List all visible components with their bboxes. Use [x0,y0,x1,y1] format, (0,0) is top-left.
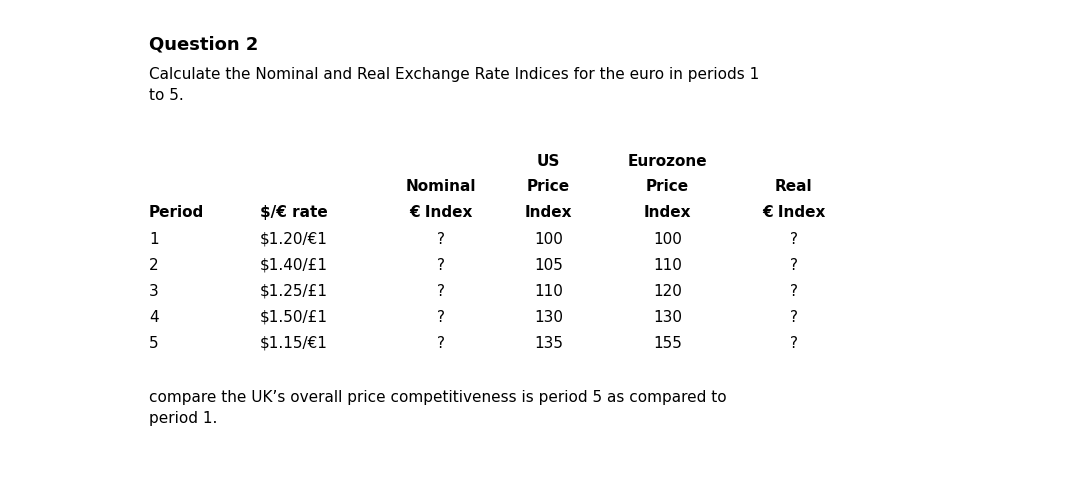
Text: Nominal: Nominal [405,179,476,194]
Text: 3: 3 [149,284,159,298]
Text: Eurozone: Eurozone [627,154,707,169]
Text: Price: Price [646,179,689,194]
Text: € Index: € Index [409,205,472,220]
Text: 120: 120 [653,284,681,298]
Text: Period: Period [149,205,204,220]
Text: ?: ? [436,310,445,324]
Text: ?: ? [436,336,445,350]
Text: 135: 135 [535,336,563,350]
Text: 4: 4 [149,310,159,324]
Text: ?: ? [436,232,445,246]
Text: 110: 110 [653,258,681,272]
Text: Index: Index [525,205,572,220]
Text: Price: Price [527,179,570,194]
Text: $1.50/£1: $1.50/£1 [260,310,327,324]
Text: ?: ? [789,310,798,324]
Text: Question 2: Question 2 [149,35,258,53]
Text: 1: 1 [149,232,159,246]
Text: Calculate the Nominal and Real Exchange Rate Indices for the euro in periods 1
t: Calculate the Nominal and Real Exchange … [149,68,759,104]
Text: Index: Index [644,205,691,220]
Text: 105: 105 [535,258,563,272]
Text: $1.40/£1: $1.40/£1 [260,258,327,272]
Text: 2: 2 [149,258,159,272]
Text: $1.15/€1: $1.15/€1 [260,336,327,350]
Text: US: US [537,154,561,169]
Text: 155: 155 [653,336,681,350]
Text: 100: 100 [653,232,681,246]
Text: ?: ? [789,284,798,298]
Text: Real: Real [775,179,812,194]
Text: ?: ? [789,232,798,246]
Text: 130: 130 [653,310,681,324]
Text: ?: ? [789,336,798,350]
Text: ?: ? [436,258,445,272]
Text: $1.20/€1: $1.20/€1 [260,232,327,246]
Text: € Index: € Index [762,205,825,220]
Text: $1.25/£1: $1.25/£1 [260,284,327,298]
Text: compare the UK’s overall price competitiveness is period 5 as compared to
period: compare the UK’s overall price competiti… [149,390,727,426]
Text: 130: 130 [535,310,563,324]
Text: $/€ rate: $/€ rate [260,205,327,220]
Text: ?: ? [789,258,798,272]
Text: 110: 110 [535,284,563,298]
Text: 100: 100 [535,232,563,246]
Text: ?: ? [436,284,445,298]
Text: 5: 5 [149,336,159,350]
